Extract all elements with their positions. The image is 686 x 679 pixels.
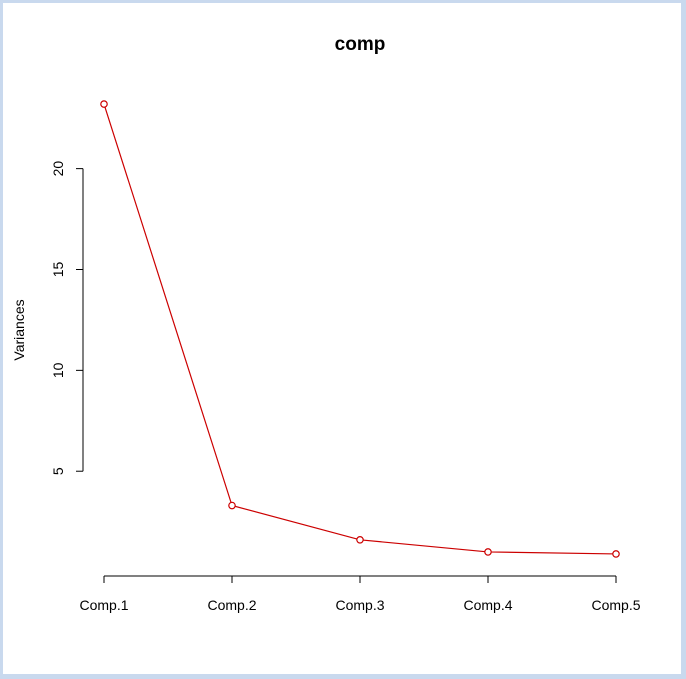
data-point [484,548,492,556]
x-tick-label: Comp.2 [207,597,256,613]
series-line [103,103,617,555]
x-tick-label: Comp.3 [335,597,384,613]
chart-title: comp [335,34,386,55]
y-tick-label: 10 [50,362,66,378]
data-point [100,100,108,108]
y-tick-label: 5 [50,467,66,475]
x-axis: Comp.1 Comp.2 Comp.3 Comp.4 Comp.5 [79,575,641,613]
x-tick-label: Comp.5 [591,597,640,613]
data-point [228,501,236,510]
y-axis: 5 10 15 20 [50,161,84,475]
x-tick-label: Comp.1 [79,597,128,613]
data-point [356,536,364,544]
y-tick-label: 20 [50,161,66,177]
x-tick-label: Comp.4 [463,597,512,613]
y-tick-label: 15 [50,261,66,277]
variance-series [100,100,620,558]
data-point [612,550,620,558]
y-axis-label: Variances [11,299,27,360]
